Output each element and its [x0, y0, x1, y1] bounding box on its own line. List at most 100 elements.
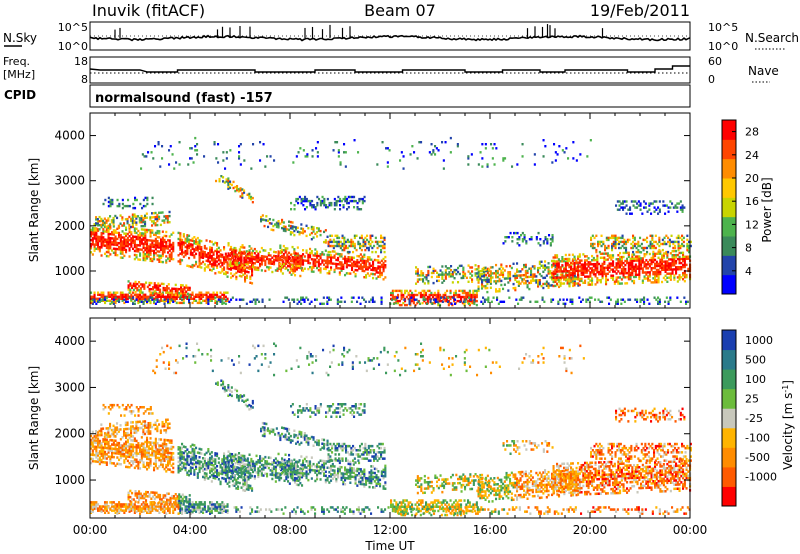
range-cell [121, 452, 124, 456]
range-cell [142, 450, 145, 454]
range-cell [435, 295, 438, 299]
range-cell [146, 245, 149, 248]
range-cell [631, 267, 634, 271]
range-cell [153, 255, 156, 259]
range-cell [343, 246, 346, 250]
range-cell [302, 261, 305, 264]
range-cell [154, 454, 157, 457]
range-cell [157, 286, 160, 289]
range-cell [245, 262, 248, 266]
range-cell [253, 247, 256, 251]
range-cell [267, 258, 270, 261]
range-cell [132, 282, 135, 285]
range-cell [232, 180, 235, 184]
range-cell [449, 291, 452, 295]
range-cell [149, 293, 152, 296]
range-cell [657, 302, 660, 305]
range-cell [123, 295, 126, 298]
range-cell [645, 263, 648, 266]
range-cell [380, 250, 383, 254]
range-cell [181, 242, 184, 246]
range-cell [246, 257, 249, 260]
range-cell [291, 260, 294, 263]
range-cell [269, 260, 272, 263]
range-cell [128, 461, 131, 465]
range-cell [121, 224, 124, 227]
range-cell [634, 267, 637, 270]
range-cell [107, 295, 110, 298]
range-cell [109, 200, 112, 204]
range-cell [673, 258, 676, 261]
range-cell [658, 298, 661, 301]
range-cell [212, 259, 215, 262]
range-cell [207, 252, 210, 255]
range-cell [237, 268, 240, 271]
range-cell [104, 455, 107, 458]
range-cell [195, 260, 198, 264]
range-cell [620, 268, 623, 271]
range-cell [142, 463, 145, 466]
range-cell [102, 202, 105, 206]
range-cell [637, 204, 640, 207]
range-cell [151, 196, 154, 200]
range-cell [100, 238, 103, 241]
range-cell [203, 299, 206, 302]
range-cell [339, 161, 342, 164]
range-cell [133, 241, 136, 244]
range-cell [669, 268, 672, 271]
range-cell [100, 444, 103, 447]
range-cell [415, 298, 418, 301]
range-cell [116, 204, 119, 208]
range-cell [212, 261, 215, 264]
range-cell [450, 275, 453, 278]
range-cell [650, 202, 653, 205]
range-cell [111, 293, 114, 296]
range-cell [637, 242, 640, 246]
range-cell [112, 216, 115, 220]
range-cell [685, 255, 688, 258]
range-cell [287, 264, 290, 268]
range-cell [191, 253, 194, 257]
range-cell [463, 291, 466, 295]
range-cell [140, 218, 143, 222]
range-cell [650, 256, 653, 260]
range-cell [677, 246, 680, 250]
range-cell [226, 267, 229, 270]
range-cell [537, 242, 540, 245]
range-cell [526, 269, 529, 273]
range-cell [148, 283, 151, 287]
range-cell [421, 293, 424, 297]
range-cell [125, 295, 128, 298]
range-cell [305, 249, 308, 252]
range-cell [319, 229, 322, 233]
range-cell [312, 226, 315, 229]
range-cell [332, 244, 335, 248]
range-cell [128, 443, 131, 446]
range-cell [570, 265, 573, 269]
range-cell [624, 259, 627, 263]
range-cell [682, 244, 685, 248]
range-cell [596, 254, 599, 258]
range-cell [90, 447, 93, 450]
range-cell [621, 244, 624, 248]
range-cell [154, 243, 157, 247]
range-cell [641, 267, 644, 270]
range-cell [103, 223, 106, 226]
range-cell [242, 298, 245, 301]
range-cell [331, 250, 334, 253]
range-cell [321, 261, 324, 264]
range-cell [156, 219, 159, 223]
range-cell [121, 248, 124, 251]
range-cell [577, 267, 580, 270]
range-cell [248, 257, 251, 260]
range-cell [371, 234, 374, 237]
range-cell [662, 204, 665, 207]
range-cell [128, 447, 131, 450]
range-cell [439, 297, 442, 301]
range-cell [277, 222, 280, 225]
range-cell [142, 453, 145, 456]
range-cell [664, 264, 667, 267]
range-cell [254, 302, 257, 305]
range-cell [376, 163, 379, 166]
range-cell [601, 270, 604, 274]
